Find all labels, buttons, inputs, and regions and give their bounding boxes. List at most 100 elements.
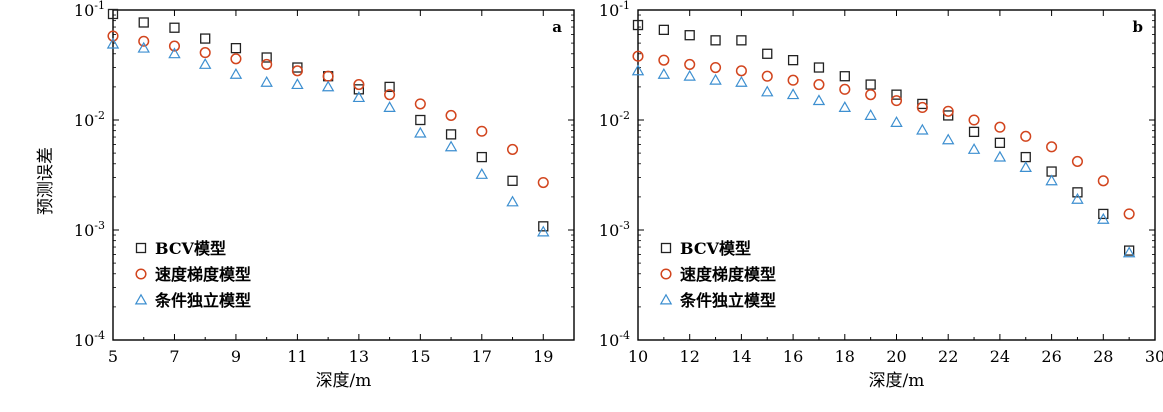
data-point-square [943,110,954,121]
data-point-square [994,137,1006,148]
data-point-square [538,221,549,232]
data-point-square [138,17,149,28]
legend-marker-triangle [134,293,148,305]
data-point-circle [787,74,799,86]
x-tick-label: 10 [628,347,648,366]
y-tick-exponent: -1 [619,0,630,12]
data-point-triangle [1122,246,1136,258]
data-point-triangle [106,37,120,49]
data-point-circle [291,65,303,77]
y-tick-label: 10-4 [74,329,105,350]
data-point-square [658,24,669,36]
data-point-square [736,35,747,46]
data-point-square [1072,187,1083,198]
data-point-circle [138,35,150,47]
y-tick-base: 10 [599,221,619,240]
data-point-triangle [967,143,981,154]
y-tick-label: 10-3 [599,219,630,240]
data-point-square [261,52,272,63]
panel-label: a [552,18,562,36]
x-tick-label: 30 [1145,347,1163,366]
data-point-square [292,62,303,73]
x-tick-label: 12 [680,347,700,366]
y-axis-label: 预测误差 [36,147,56,215]
chart-b-svg: 10 12 14 16 18 20 22 24 26 28 3010-410-310-210-1深度… [561,0,1163,391]
data-point-circle [476,125,488,137]
data-point-circle [261,58,273,70]
x-tick-label: 16 [783,347,803,366]
chart-panel-a: 5 7 9 11 13 15 17 19 10-4 10-3 10-2 10-1 深度/m 预测误差 a BC… [0,0,581,408]
data-point-triangle [291,78,304,90]
data-point-triangle [735,75,748,87]
legend-marker-circle [660,268,672,280]
data-point-circle [168,40,181,52]
data-point-circle [942,105,954,117]
data-point-square [891,89,902,100]
x-tick-label: 11 [287,347,307,366]
data-point-triangle [1019,161,1032,172]
y-tick-label: 10-2 [599,109,630,130]
legend-marker-square [660,242,672,254]
x-tick-label: 9 [231,347,241,366]
legend-marker-circle [135,268,147,280]
data-point-circle [1097,175,1109,187]
legend-label: 速度梯度模型 [155,265,251,284]
data-point-circle [761,70,773,82]
data-point-triangle [657,67,671,79]
data-point-circle [735,65,747,77]
x-tick-label: 14 [731,347,751,366]
y-tick-exponent: -3 [619,219,630,232]
data-point-circle [994,121,1006,133]
legend-label: BCV模型 [680,239,751,258]
x-tick-label: 24 [990,347,1010,366]
data-point-circle [710,61,722,74]
data-point-triangle [414,126,427,138]
y-tick-label: 10-1 [599,0,630,20]
data-point-circle [384,89,396,101]
data-point-triangle [993,150,1007,162]
data-point-circle [813,79,825,91]
data-point-triangle [537,225,550,237]
x-tick-label: 7 [169,347,179,366]
y-tick-base: 10 [74,331,94,350]
data-point-square [684,30,695,41]
data-point-square [200,33,211,44]
data-point-square [169,22,180,33]
data-point-square [415,114,426,126]
legend-marker-square [135,242,147,254]
y-tick-label: 10-2 [74,109,105,130]
y-tick-base: 10 [74,111,94,130]
legend-label: 速度梯度模型 [680,265,776,284]
data-point-square [813,62,825,73]
y-tick-label: 10-3 [74,219,105,240]
y-tick-label: 10-1 [74,0,105,20]
data-point-circle [916,101,928,114]
data-point-triangle [683,69,696,81]
data-point-circle [1123,208,1135,220]
legend-label: 条件独立模型 [679,291,776,310]
data-point-square [839,71,850,82]
data-point-triangle [786,88,800,100]
data-point-circle [865,89,877,101]
legend-label: BCV模型 [155,239,226,258]
panel-label: b [1133,18,1144,36]
data-point-circle [414,98,426,110]
data-point-square [865,79,876,90]
legend-marker-triangle [659,293,673,305]
data-point-square [1020,151,1031,163]
data-point-circle [107,30,119,42]
data-point-square [353,84,365,95]
x-tick-label: 5 [108,347,118,366]
data-point-square [384,81,395,93]
data-point-square [1098,208,1109,220]
data-point-circle [230,53,242,65]
data-point-circle [322,70,334,82]
x-tick-label: 18 [835,347,855,366]
data-point-triangle [761,85,774,97]
y-tick-exponent: -3 [94,219,105,232]
data-point-square [710,35,721,46]
data-point-circle [506,143,519,155]
y-tick-base: 10 [599,331,619,350]
data-point-circle [537,176,549,189]
data-point-triangle [229,67,243,79]
